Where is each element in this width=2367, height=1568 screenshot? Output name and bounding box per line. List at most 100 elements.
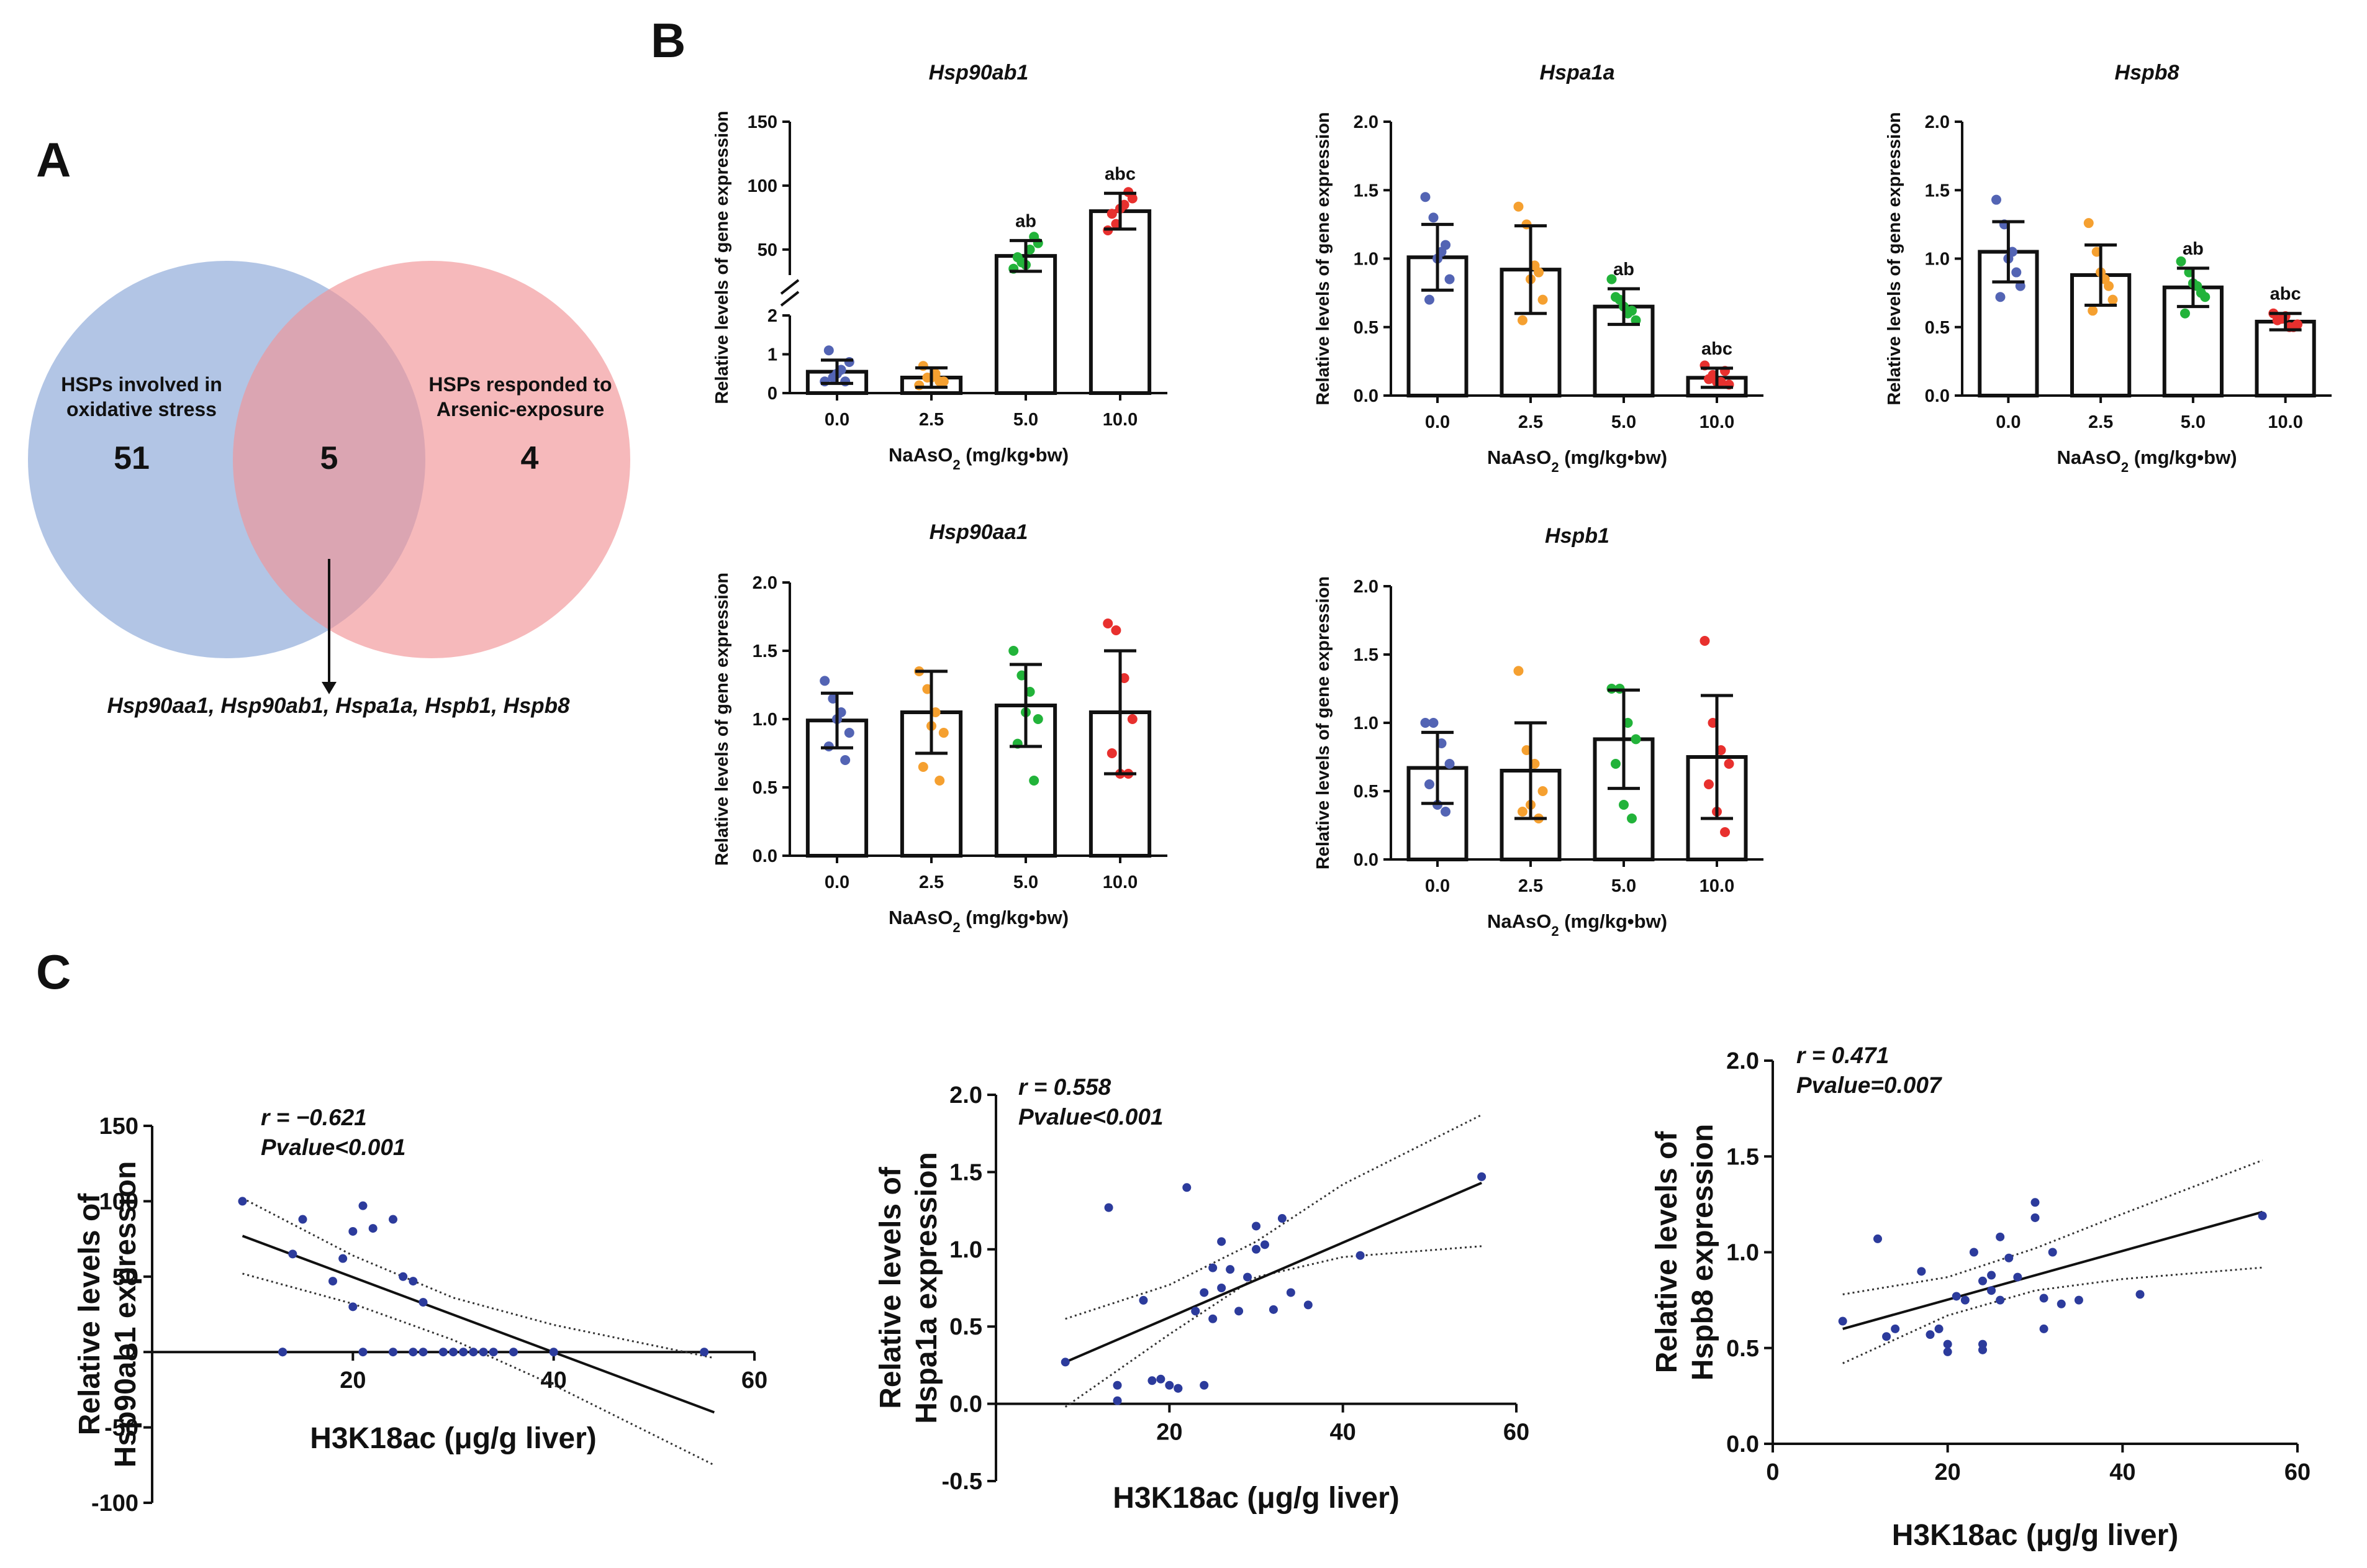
data-point <box>2011 267 2022 278</box>
data-point <box>1534 267 1544 278</box>
scatter-point <box>1200 1380 1209 1390</box>
scatter-point <box>2135 1290 2145 1299</box>
correlation-pvalue: Pvalue=0.007 <box>1796 1072 1943 1098</box>
y-tick-label: 0.5 <box>753 778 777 798</box>
x-tick-label: 5.0 <box>1611 876 1636 896</box>
panel-c-scatter-plots: -100 -50 0 50 100 150 20 40 60 r = −0.621 Pvalue<0… <box>73 1043 2310 1552</box>
regression-line <box>242 1235 715 1414</box>
scatter-point <box>1252 1244 1260 1254</box>
scatter-point <box>1917 1267 1926 1276</box>
scatter-point <box>1303 1300 1313 1310</box>
scatter-point <box>1996 1295 2005 1305</box>
data-point <box>1699 636 1710 646</box>
scatter-point <box>1061 1357 1070 1367</box>
data-point <box>1441 240 1451 250</box>
data-point <box>1517 807 1527 817</box>
significance-label: ab <box>2183 239 2204 259</box>
scatter-point <box>1252 1221 1260 1231</box>
x-tick-label: 10.0 <box>1103 410 1138 430</box>
data-point <box>1627 306 1637 316</box>
scatter-point <box>328 1277 337 1286</box>
scatter-point <box>1113 1396 1122 1405</box>
bar-chart-xlabel: NaAsO2 (mg/kg•bw) <box>1487 446 1667 475</box>
y-tick-label: 0.0 <box>949 1392 982 1418</box>
scatter-point <box>2039 1324 2048 1333</box>
confidence-band-lower <box>1064 1245 1482 1408</box>
bar-chart-title: Hsp90aa1 <box>930 520 1028 544</box>
bar-chart-xlabel: NaAsO2 (mg/kg•bw) <box>1487 910 1667 939</box>
scatter-point <box>479 1348 488 1357</box>
data-point <box>1703 374 1714 384</box>
y-tick-label: 2.0 <box>1925 112 1950 132</box>
subscript: 2 <box>1551 460 1559 475</box>
scatter-xlabel: H3K18ac (μg/g liver) <box>310 1422 597 1455</box>
x-tick-label: 0 <box>1766 1459 1779 1485</box>
scatter-point <box>2048 1248 2057 1257</box>
data-point <box>1025 244 1035 255</box>
scatter-point <box>1873 1234 1882 1243</box>
scatter-point <box>1260 1240 1269 1249</box>
scatter-point <box>549 1348 558 1357</box>
y-tick-label: 1.0 <box>1354 714 1378 733</box>
data-point <box>2107 294 2118 305</box>
bar-chart-title: Hspa1a <box>1540 61 1615 84</box>
scatter-point <box>2004 1253 2014 1262</box>
y-tick-label: 1.0 <box>753 710 777 730</box>
x-tick-label: 5.0 <box>2181 412 2206 432</box>
venn-right-count: 4 <box>521 440 539 476</box>
bar-chart-ylabel: Relative levels of gene expression <box>1313 112 1333 405</box>
scatter-point <box>278 1348 287 1357</box>
scatter-ylabel-line2: Hspa1a expression <box>910 1152 943 1424</box>
bar-chart-xlabel: NaAsO2 (mg/kg•bw) <box>889 444 1069 473</box>
scatter-ylabel-line1: Relative levels of <box>1650 1131 1683 1374</box>
bar-chart-b4: 0.0 0.5 1.0 1.5 2.0 Hsp90aa1 0.0 2.5 5.0 10.0 NaAs… <box>712 520 1167 935</box>
y-tick-label: 0.0 <box>1354 386 1378 406</box>
data-point <box>1111 219 1121 229</box>
scatter-plot-c1: -100 -50 0 50 100 150 20 40 60 r = −0.621 Pvalue<0… <box>73 1105 767 1516</box>
scatter-point <box>449 1348 458 1357</box>
x-tick-label: 0.0 <box>825 872 849 892</box>
x-tick-label: 5.0 <box>1013 872 1038 892</box>
correlation-r: r = 0.558 <box>1018 1074 1111 1100</box>
scatter-point <box>2030 1198 2040 1207</box>
x-tick-label: 5.0 <box>1611 412 1636 432</box>
scatter-ylabel-line2: Hspb8 expression <box>1686 1124 1719 1380</box>
bar-chart-title: Hspb8 <box>2115 61 2179 84</box>
data-point <box>930 707 941 717</box>
bar-chart-ylabel: Relative levels of gene expression <box>712 573 732 866</box>
scatter-xlabel: H3K18ac (μg/g liver) <box>1892 1519 2179 1552</box>
bar-chart-ylabel: Relative levels of gene expression <box>712 111 732 404</box>
data-point <box>1521 745 1532 755</box>
scatter-point <box>1217 1284 1226 1292</box>
data-point <box>1444 274 1455 284</box>
scatter-point <box>348 1226 358 1236</box>
y-tick-label: 0.0 <box>1726 1431 1759 1457</box>
y-tick-label: -0.5 <box>942 1469 982 1495</box>
data-point <box>935 776 945 786</box>
data-point <box>1008 646 1019 656</box>
venn-diagram: HSPs involved in oxidative stress HSPs r… <box>28 261 630 718</box>
y-tick-label: 150 <box>99 1113 138 1140</box>
venn-circle-arsenic-exposure <box>233 261 630 658</box>
scatter-point <box>1208 1263 1218 1272</box>
significance-label: abc <box>2270 284 2301 304</box>
x-tick-label: 5.0 <box>1013 410 1038 430</box>
data-point <box>1537 294 1548 305</box>
correlation-pvalue: Pvalue<0.001 <box>261 1135 406 1160</box>
significance-label: abc <box>1701 339 1732 359</box>
scatter-point <box>1987 1286 1996 1295</box>
y-tick-label: 0.5 <box>1354 782 1378 802</box>
y-tick-label: 2.0 <box>753 573 777 593</box>
venn-gene-list: Hsp90aa1, Hsp90ab1, Hspa1a, Hspb1, Hspb8 <box>107 694 570 718</box>
y-tick-label: 0.5 <box>1354 318 1378 338</box>
x-tick-label: 10.0 <box>2268 412 2302 432</box>
x-tick-label: 2.5 <box>1518 412 1543 432</box>
panel-label-c: C <box>36 945 71 999</box>
x-tick-label: 2.5 <box>919 872 944 892</box>
scatter-point <box>1987 1271 1996 1280</box>
data-point <box>1513 201 1524 212</box>
data-point <box>1517 315 1527 325</box>
data-point <box>935 376 945 387</box>
data-point <box>1627 813 1637 823</box>
data-point <box>1428 212 1439 223</box>
